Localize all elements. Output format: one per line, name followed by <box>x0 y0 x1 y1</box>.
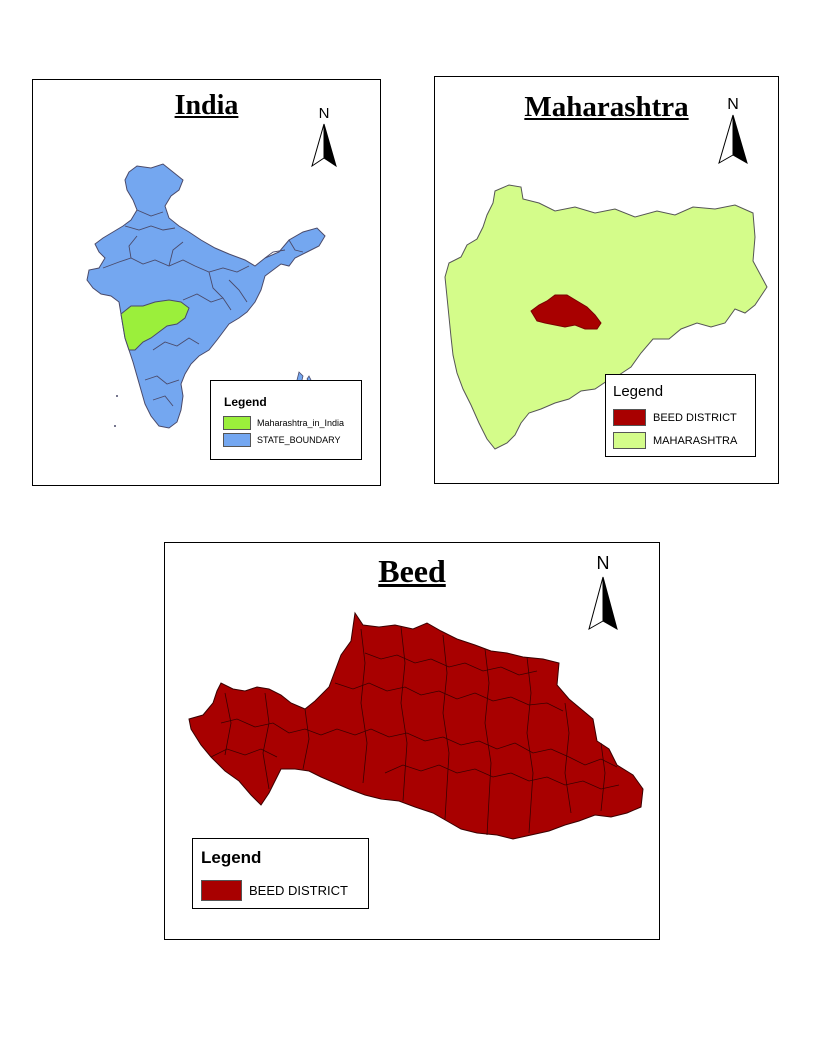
legend-title: Legend <box>224 395 267 409</box>
legend-item-state-boundary: STATE_BOUNDARY <box>223 433 341 447</box>
legend-label: Maharashtra_in_India <box>257 418 345 428</box>
legend-swatch <box>223 433 251 447</box>
beed-district-in-maharashtra <box>530 294 602 330</box>
maharashtra-map-frame: Maharashtra N Legend BEED DISTRICT MAHAR… <box>434 76 779 484</box>
india-map <box>86 163 326 429</box>
beed-district <box>188 611 644 840</box>
legend-swatch <box>613 409 646 426</box>
legend-label: BEED DISTRICT <box>653 411 737 424</box>
legend-swatch <box>201 880 242 901</box>
maharashtra-map-title: Maharashtra <box>524 91 689 123</box>
legend-label: MAHARASHTRA <box>653 434 738 447</box>
legend-label: BEED DISTRICT <box>249 883 348 898</box>
maharashtra-map <box>444 184 768 450</box>
india-map-legend: Legend Maharashtra_in_India STATE_BOUNDA… <box>210 380 362 460</box>
north-arrow-icon: N <box>588 553 618 631</box>
legend-swatch <box>613 432 646 449</box>
svg-text:N: N <box>597 553 610 573</box>
legend-item-beed-district: BEED DISTRICT <box>201 880 348 901</box>
beed-map-legend: Legend BEED DISTRICT <box>192 838 369 909</box>
india-map-frame: India N <box>32 79 381 486</box>
india-state-boundary <box>86 163 326 429</box>
legend-item-maharashtra-in-india: Maharashtra_in_India <box>223 416 344 430</box>
north-arrow-icon: N <box>718 96 748 165</box>
maharashtra-map-legend: Legend BEED DISTRICT MAHARASHTRA <box>605 374 756 457</box>
lakshadweep-islands <box>114 395 118 427</box>
india-internal-boundaries <box>102 209 304 407</box>
legend-label: STATE_BOUNDARY <box>257 435 341 445</box>
maharashtra-state <box>444 184 768 450</box>
maharashtra-in-india <box>120 299 190 351</box>
beed-map <box>188 611 644 840</box>
legend-title: Legend <box>613 383 664 400</box>
legend-item-beed-district: BEED DISTRICT <box>613 409 737 426</box>
beed-taluka-boundaries <box>210 626 620 836</box>
legend-item-maharashtra: MAHARASHTRA <box>613 432 737 449</box>
beed-map-title: Beed <box>378 553 446 589</box>
legend-title: Legend <box>201 848 262 867</box>
india-map-title: India <box>174 90 239 121</box>
beed-map-frame: Beed N <box>164 542 660 940</box>
svg-text:N: N <box>727 96 739 113</box>
svg-text:N: N <box>319 105 330 122</box>
legend-swatch <box>223 416 251 430</box>
north-arrow-icon: N <box>311 105 337 168</box>
